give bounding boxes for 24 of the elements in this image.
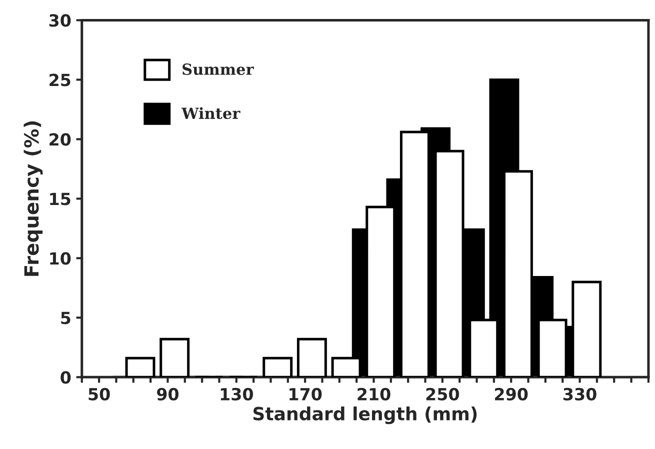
x-tick-label: 90 <box>156 388 179 400</box>
x-tick-label: 290 <box>495 388 528 400</box>
x-tick-label: 210 <box>358 388 390 400</box>
bar <box>262 356 293 378</box>
y-tick-label: 0 <box>60 371 71 384</box>
x-tick-label: 170 <box>290 388 322 400</box>
x-tick-label: 130 <box>220 388 253 400</box>
legend-label: Summer <box>182 63 254 75</box>
y-tick-label: 20 <box>50 133 71 146</box>
bar <box>160 338 190 378</box>
y-tick-label: 25 <box>50 74 70 86</box>
y-tick-label: 10 <box>50 252 71 265</box>
legend-label: Winter <box>181 107 240 120</box>
y-axis-title: Frequency (%) <box>24 121 43 276</box>
y-tick-label: 15 <box>50 192 70 206</box>
y-tick-label: 30 <box>49 14 71 27</box>
bar <box>296 338 327 378</box>
x-axis-title: Standard length (mm) <box>253 406 477 424</box>
x-tick-label: 330 <box>563 388 596 400</box>
bar <box>125 356 156 378</box>
x-tick-label: 250 <box>426 388 460 400</box>
y-tick-label: 5 <box>61 312 70 324</box>
bar <box>572 280 602 378</box>
x-tick-label: 50 <box>88 388 110 400</box>
